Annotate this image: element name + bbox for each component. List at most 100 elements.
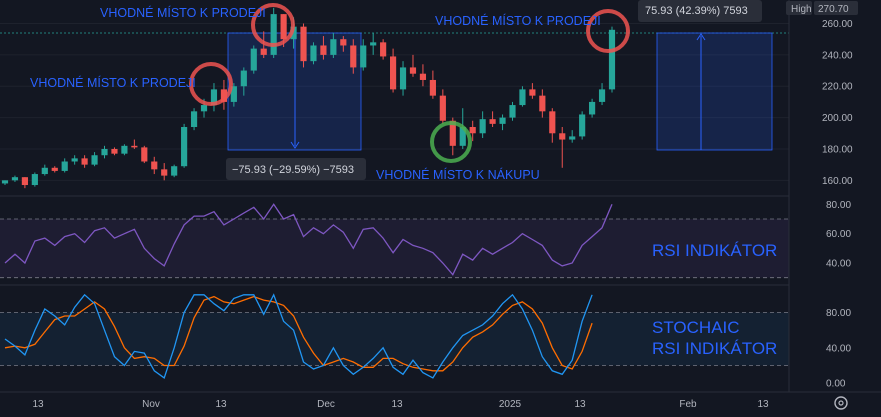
candle-body — [181, 127, 188, 167]
time-tick-label: 13 — [215, 399, 227, 410]
candle-body — [389, 56, 397, 90]
rsi-title: RSI INDIKÁTOR — [652, 241, 777, 260]
settings-gear-icon[interactable] — [834, 396, 848, 410]
candle-body — [81, 158, 88, 165]
candle-body — [559, 133, 566, 140]
price-axis-background — [789, 0, 881, 392]
candle-body — [240, 70, 247, 87]
candle-body — [539, 95, 546, 112]
candle-body — [270, 14, 277, 55]
stoch-title-line2: RSI INDIKÁTOR — [652, 339, 777, 358]
rsi-panel[interactable]: RSI INDIKÁTOR — [0, 203, 789, 279]
candle-body — [190, 111, 198, 128]
indicator-tick-label: 0.00 — [826, 379, 846, 390]
price-panel[interactable]: VHODNÉ MÍSTO K PRODEJI VHODNÉ MÍSTO K PR… — [0, 0, 789, 189]
candle-body — [171, 166, 178, 176]
candle-body — [141, 147, 148, 162]
candle-body — [549, 111, 556, 134]
candle-body — [220, 89, 228, 102]
sell-circle-1 — [189, 62, 233, 106]
indicator-tick-label: 80.00 — [826, 308, 851, 319]
x-axis-labels: 13 Nov 13 Dec 13 2025 13 Feb 13 — [32, 399, 769, 410]
rsi-band-fill — [0, 219, 789, 278]
candle-body — [519, 89, 526, 106]
annotation-sell-1: VHODNÉ MÍSTO K PRODEJI — [30, 75, 196, 90]
time-tick-label: 13 — [32, 399, 44, 410]
measure-up-arrowhead — [696, 33, 706, 41]
candle-body — [459, 127, 466, 146]
candle-body — [419, 73, 427, 80]
candle-body — [101, 148, 108, 156]
candle-body — [250, 48, 257, 71]
candle-body — [21, 177, 28, 186]
candle-body — [71, 158, 78, 162]
indicator-tick-label: 60.00 — [826, 229, 851, 240]
buy-circle-1 — [430, 121, 472, 163]
candle-body — [310, 45, 317, 62]
candle-body — [439, 95, 446, 121]
measure-up-tooltip — [638, 0, 762, 22]
candle-body — [499, 117, 506, 124]
candle-body — [61, 161, 68, 171]
candle-body — [569, 136, 576, 140]
sell-circle-2 — [251, 3, 295, 47]
high-badge-value: 270.70 — [818, 4, 849, 15]
price-tick-label: 200.00 — [822, 113, 853, 124]
stoch-rsi-panel[interactable]: STOCHAIC RSI INDIKÁTOR — [0, 293, 789, 379]
candle-body — [529, 89, 536, 96]
candle-body — [210, 89, 218, 106]
price-tick-label: 220.00 — [822, 82, 853, 93]
time-tick-label: 13 — [391, 399, 403, 410]
candle-body — [579, 114, 586, 137]
candle-body — [1, 180, 9, 184]
high-value-badge — [814, 1, 858, 15]
high-badge — [786, 1, 812, 15]
time-tick-label: 13 — [574, 399, 586, 410]
candle-body — [91, 155, 98, 165]
candle-body — [589, 101, 596, 115]
candle-body — [360, 45, 367, 68]
candle-body — [330, 39, 337, 55]
measure-up-box[interactable] — [656, 32, 773, 151]
price-axis[interactable]: 160.00 180.00 200.00 220.00 240.00 260.00 40.0… — [786, 0, 881, 392]
time-axis[interactable]: 13 Nov 13 Dec 13 2025 13 Feb 13 — [0, 391, 881, 410]
time-tick-label: 13 — [757, 399, 769, 410]
time-tick-label: Nov — [142, 399, 160, 410]
candle-body — [131, 145, 138, 148]
candle-body — [399, 67, 407, 90]
high-badge-label: High — [791, 4, 812, 15]
candle-body — [111, 148, 118, 154]
measure-up-label: 75.93 (42.39%) 7593 — [645, 5, 748, 17]
candle-body — [598, 89, 606, 102]
candle-body — [429, 79, 436, 96]
time-tick-label: Feb — [679, 399, 697, 410]
annotation-sell-2: VHODNÉ MÍSTO K PRODEJI — [100, 5, 266, 20]
time-tick-label: 2025 — [499, 399, 522, 410]
time-tick-label: Dec — [317, 399, 335, 410]
price-tick-label: 240.00 — [822, 50, 853, 61]
candle-body — [161, 169, 168, 176]
candle-body — [489, 119, 496, 124]
annotation-buy-1: VHODNÉ MÍSTO K NÁKUPU — [376, 167, 540, 182]
candle-body — [51, 167, 58, 171]
candle-body — [380, 42, 387, 57]
indicator-tick-label: 40.00 — [826, 343, 851, 354]
candle-body — [200, 105, 208, 112]
candle-body — [151, 161, 158, 170]
stoch-d-line — [4, 295, 593, 372]
stoch-title-line1: STOCHAIC — [652, 318, 740, 337]
candle-body — [320, 45, 327, 55]
price-tick-label: 180.00 — [822, 144, 853, 155]
candle-body — [230, 86, 237, 102]
candle-body — [409, 67, 417, 74]
candle-body — [370, 42, 377, 46]
rsi-line — [4, 203, 613, 276]
stoch-band-fill — [0, 312, 789, 366]
candle-body — [509, 105, 516, 118]
candle-body — [350, 45, 357, 68]
y-axis-labels: 160.00 180.00 200.00 220.00 240.00 260.00 40.0… — [822, 19, 853, 390]
stoch-k-line — [4, 293, 593, 379]
price-tick-label: 160.00 — [822, 176, 853, 187]
candle-body — [41, 167, 48, 175]
